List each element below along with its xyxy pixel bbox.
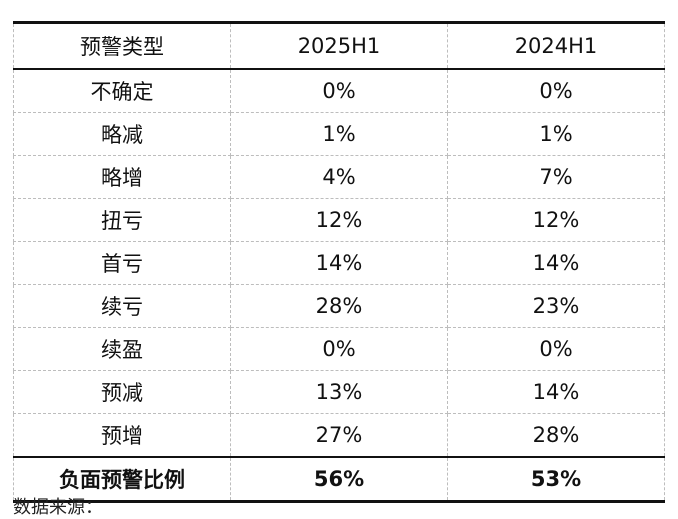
table-row: 预减 13% 14% (13, 370, 665, 414)
header-2025h1: 2025H1 (230, 22, 448, 70)
row-label: 略增 (13, 155, 231, 199)
summary-label: 负面预警比例 (13, 456, 231, 502)
cell-2024h1: 12% (447, 198, 665, 242)
cell-2024h1: 0% (447, 327, 665, 371)
warning-type-table-container: 预警类型 2025H1 2024H1 不确定 0% 0% 略减 1% 1% 略增… (13, 21, 665, 503)
cell-2025h1: 0% (230, 69, 448, 113)
summary-2025h1: 56% (230, 456, 448, 502)
table-row: 略减 1% 1% (13, 112, 665, 156)
cell-2024h1: 1% (447, 112, 665, 156)
row-label: 扭亏 (13, 198, 231, 242)
cell-2025h1: 28% (230, 284, 448, 328)
cell-2024h1: 14% (447, 241, 665, 285)
summary-2024h1: 53% (447, 456, 665, 502)
table-row: 略增 4% 7% (13, 155, 665, 199)
cell-2024h1: 14% (447, 370, 665, 414)
table-row: 扭亏 12% 12% (13, 198, 665, 242)
row-label: 续亏 (13, 284, 231, 328)
table-row: 不确定 0% 0% (13, 69, 665, 113)
data-source-note: 数据来源： (13, 497, 103, 518)
header-row: 预警类型 2025H1 2024H1 (13, 22, 665, 70)
cell-2025h1: 12% (230, 198, 448, 242)
row-label: 不确定 (13, 69, 231, 113)
table-row: 首亏 14% 14% (13, 241, 665, 285)
table-row: 续盈 0% 0% (13, 327, 665, 371)
cell-2025h1: 1% (230, 112, 448, 156)
header-2024h1: 2024H1 (447, 22, 665, 70)
cell-2025h1: 4% (230, 155, 448, 199)
cell-2024h1: 7% (447, 155, 665, 199)
row-label: 略减 (13, 112, 231, 156)
table-body: 不确定 0% 0% 略减 1% 1% 略增 4% 7% 扭亏 12% 12% 首… (13, 69, 665, 502)
table-row: 续亏 28% 23% (13, 284, 665, 328)
row-label: 续盈 (13, 327, 231, 371)
cell-2024h1: 23% (447, 284, 665, 328)
table-row: 预增 27% 28% (13, 413, 665, 458)
warning-type-table: 预警类型 2025H1 2024H1 不确定 0% 0% 略减 1% 1% 略增… (13, 21, 665, 503)
cell-2025h1: 27% (230, 413, 448, 458)
row-label: 首亏 (13, 241, 231, 285)
summary-row: 负面预警比例 56% 53% (13, 456, 665, 502)
cell-2024h1: 0% (447, 69, 665, 113)
header-warning-type: 预警类型 (13, 22, 231, 70)
cell-2025h1: 0% (230, 327, 448, 371)
table-header: 预警类型 2025H1 2024H1 (13, 22, 665, 70)
cell-2025h1: 13% (230, 370, 448, 414)
row-label: 预减 (13, 370, 231, 414)
cell-2024h1: 28% (447, 413, 665, 458)
cell-2025h1: 14% (230, 241, 448, 285)
row-label: 预增 (13, 413, 231, 458)
